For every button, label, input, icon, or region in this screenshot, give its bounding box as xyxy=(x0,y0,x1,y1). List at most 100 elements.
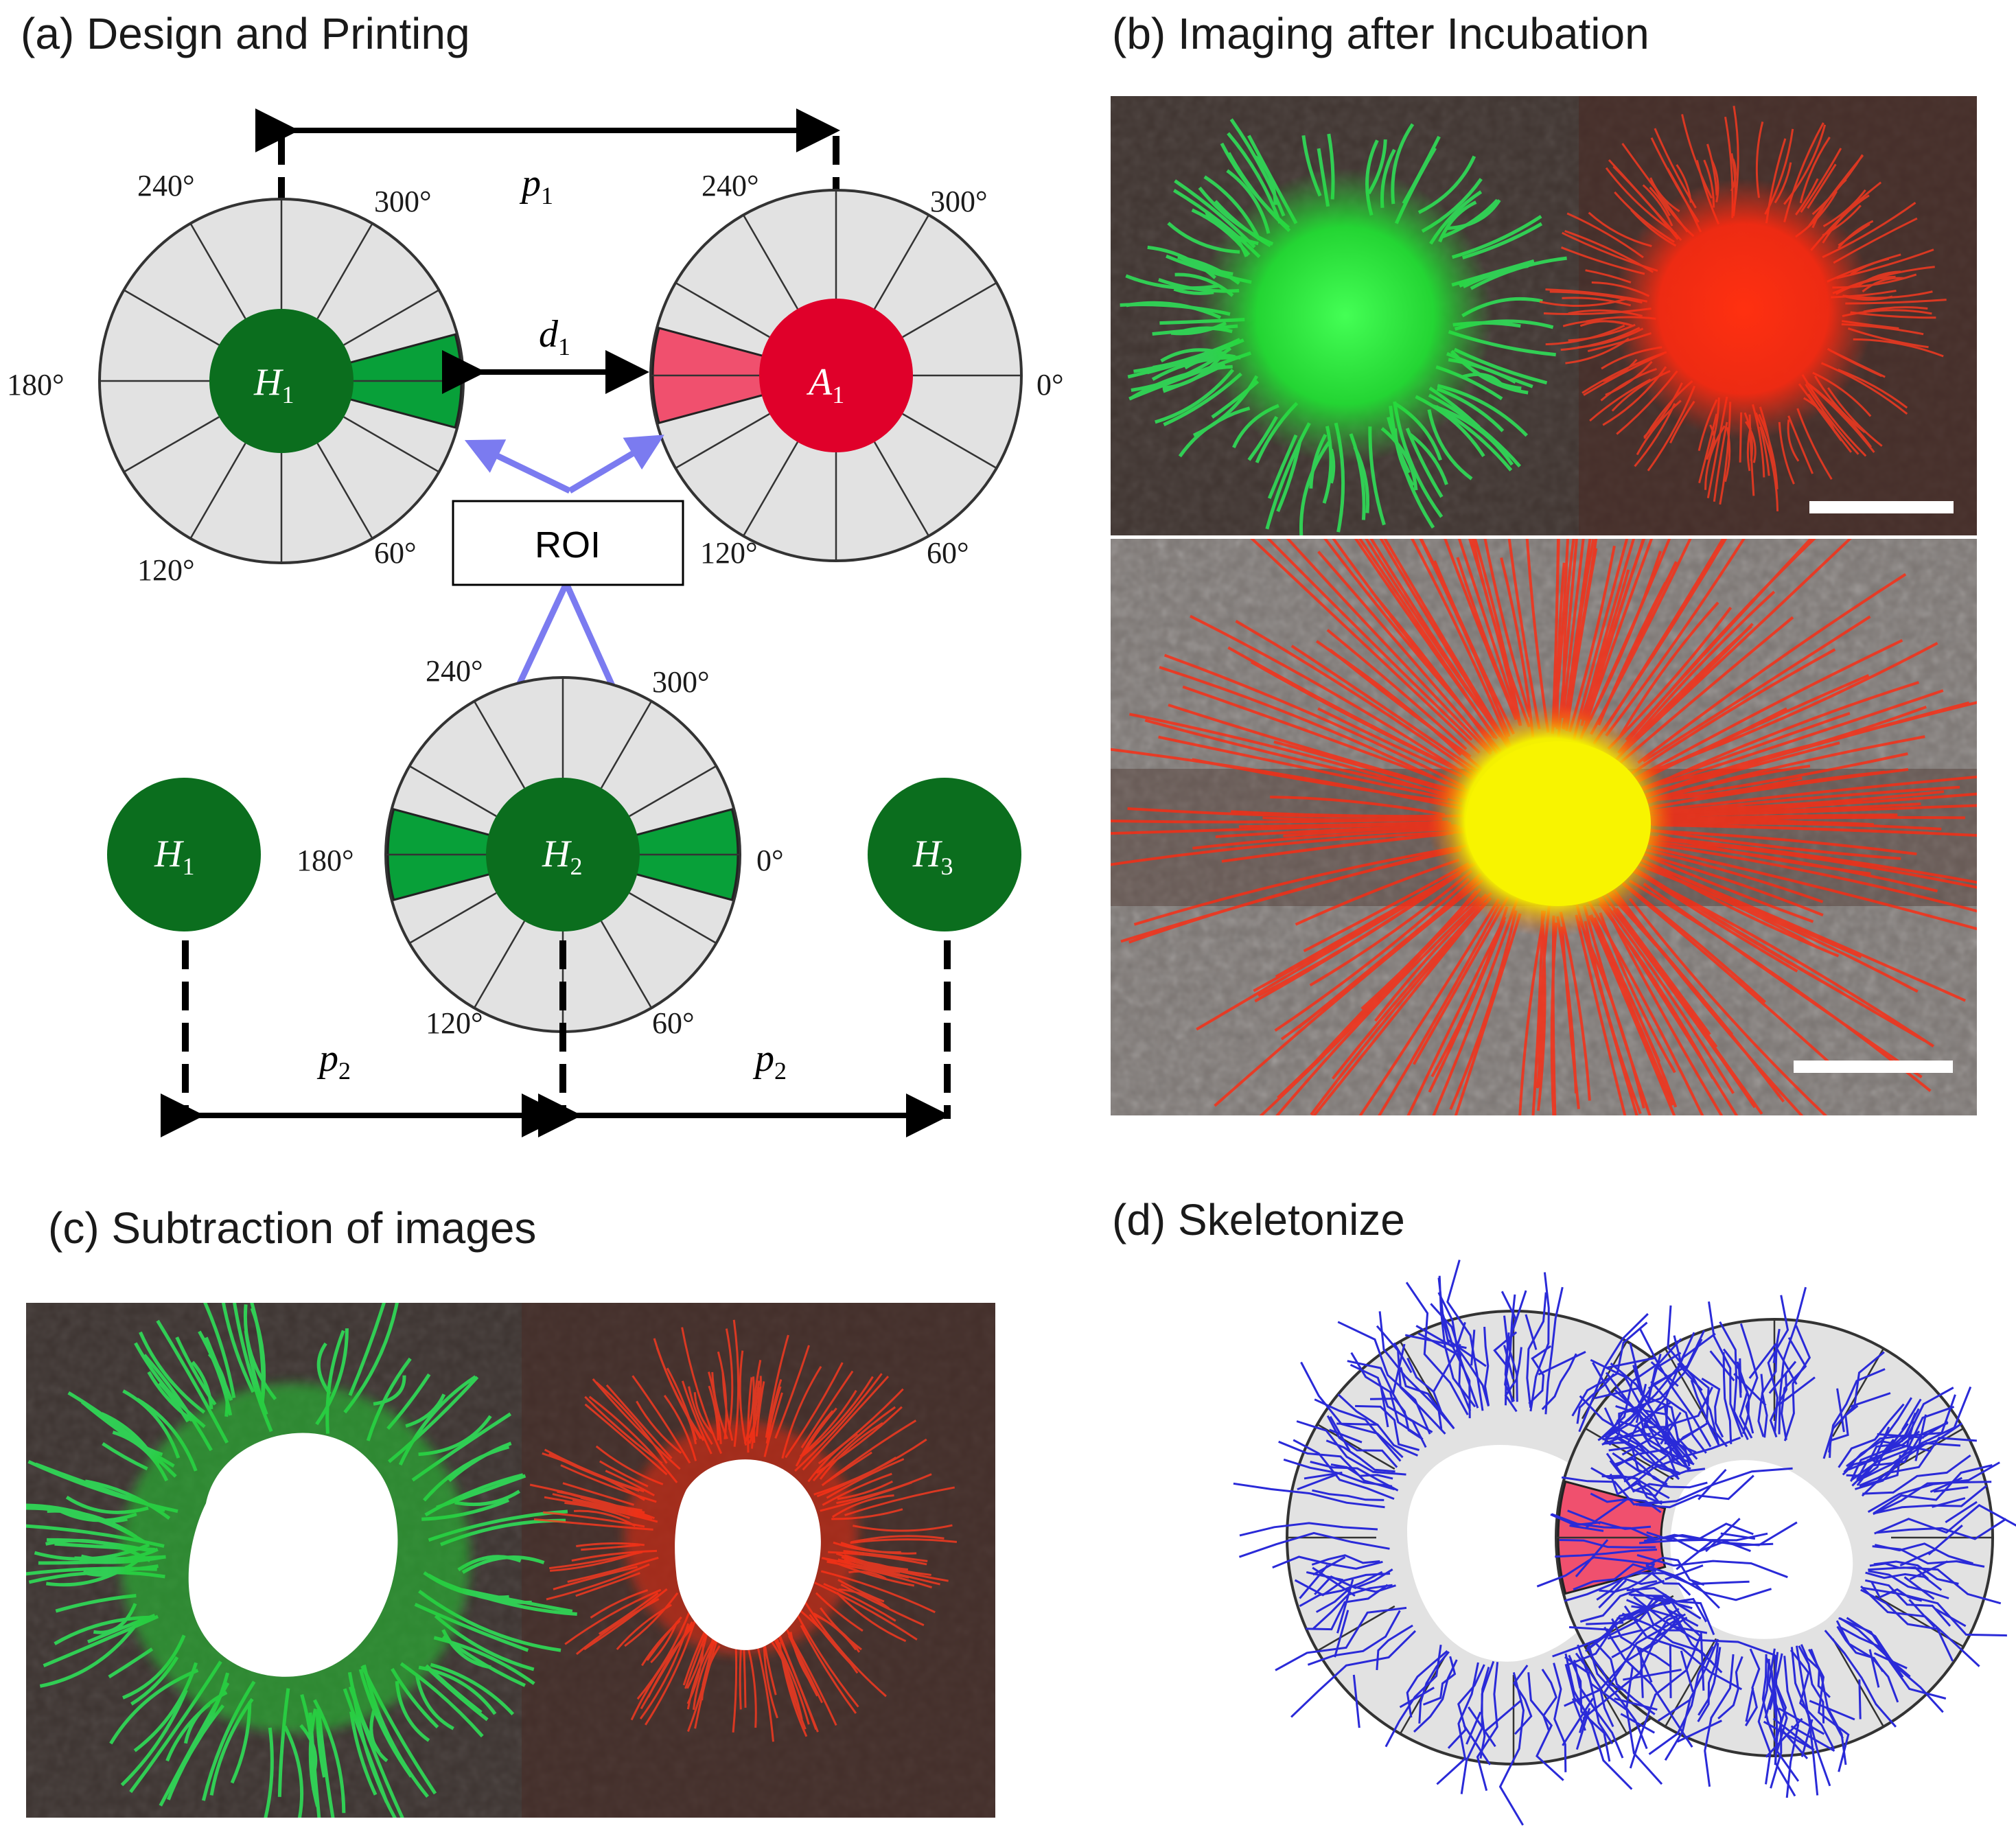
skeleton-branch-right xyxy=(1862,1586,2007,1637)
skeleton-branch-right-branch xyxy=(1764,1683,1776,1719)
skeleton-branch-right xyxy=(1873,1464,1993,1514)
red-sprout xyxy=(1642,615,1871,763)
skeleton-branch-right-branch xyxy=(1609,1459,1635,1492)
skeleton-branch-left xyxy=(1413,1659,1458,1733)
red-sprout xyxy=(1608,914,1724,1115)
skeleton-branch-right xyxy=(1708,1301,1743,1438)
skeleton-branch-left xyxy=(1553,1663,1567,1772)
panel-c-subtracted xyxy=(26,1303,995,1818)
skeleton-branch-left xyxy=(1306,1584,1389,1631)
skeleton-branch-right xyxy=(1588,1602,1671,1649)
skeleton-branch-right xyxy=(1579,1579,1665,1623)
skeleton-branch-right xyxy=(1877,1518,2007,1540)
skeleton-branch-left xyxy=(1541,1668,1557,1731)
panel-d-title: (d) Skeletonize xyxy=(1112,1195,1405,1244)
red-sprout xyxy=(1158,735,1448,800)
red-sprout xyxy=(1454,913,1522,1115)
skeleton-branch-left xyxy=(1476,1662,1499,1792)
ring-a1-divider xyxy=(873,214,930,310)
skeleton-branch-left xyxy=(1405,1282,1469,1415)
skeleton-branch-left xyxy=(1493,1331,1518,1402)
skeleton-branch-right xyxy=(1643,1409,1697,1454)
red-sprout xyxy=(1648,855,1814,923)
skeleton-branch-left xyxy=(1283,1458,1393,1487)
skeleton-branch-left-branch xyxy=(1571,1698,1586,1731)
skeleton-branch-right xyxy=(1536,1556,1655,1588)
skeleton-branch-right xyxy=(1611,1608,1680,1658)
ring-h1 xyxy=(98,198,465,564)
skeleton-branch-right xyxy=(1874,1503,2016,1535)
red-sprout xyxy=(1133,846,1454,926)
green-sprout xyxy=(39,1623,138,1688)
skeleton-branch-left xyxy=(1633,1468,1706,1497)
skeleton-ring-right-divider xyxy=(1831,1347,1885,1437)
skeleton-branch-left xyxy=(1422,1656,1457,1706)
skeleton-branch-right xyxy=(1822,1351,1885,1459)
skeleton-branch-right-branch xyxy=(1927,1525,1963,1555)
skeleton-ring-left-divider xyxy=(1317,1605,1395,1652)
roi-box xyxy=(452,500,684,586)
skeleton-branch-left xyxy=(1337,1321,1431,1435)
red-sprout xyxy=(1215,824,1457,838)
angle-120-h1: 120° xyxy=(137,553,195,587)
skeleton-branch-right xyxy=(1864,1579,1951,1627)
angle-240-h1: 240° xyxy=(137,169,195,202)
skeleton-branch-right xyxy=(1717,1656,1743,1719)
skeleton-branch-left xyxy=(1446,1260,1484,1411)
skeleton-branch-right xyxy=(1615,1404,1683,1466)
skeleton-branch-right xyxy=(1564,1564,1655,1602)
skeleton-branch-left xyxy=(1636,1572,1691,1596)
red-sprout xyxy=(1297,877,1480,1029)
h1-bottom-circle xyxy=(107,778,261,931)
red-sprout xyxy=(1473,539,1522,726)
skeleton-branch-right xyxy=(1612,1457,1668,1485)
green-sprout xyxy=(373,1375,406,1406)
red-sprout xyxy=(1406,916,1507,1115)
red-sprout xyxy=(1630,864,1925,1042)
skeleton-branch-right xyxy=(1761,1349,1778,1438)
red-sprout xyxy=(1275,893,1487,1115)
red-sprout xyxy=(1652,767,1909,809)
skeleton-branch-left xyxy=(1587,1643,1648,1750)
skeleton-branch-left xyxy=(1294,1573,1391,1597)
red-sprout xyxy=(1647,839,1938,893)
skeleton-branch-right-branch xyxy=(1901,1398,1922,1431)
subtracted-core-red xyxy=(675,1459,821,1650)
skeleton-branch-left-branch xyxy=(1483,1699,1522,1733)
ring-a1-hub xyxy=(759,299,913,452)
skeleton-branch-left xyxy=(1483,1326,1490,1406)
scale-bar-top xyxy=(1809,501,1954,513)
red-sprout xyxy=(1588,539,1671,721)
red-sprout xyxy=(1572,539,1629,741)
angle-180-h2: 180° xyxy=(297,844,354,877)
skeleton-branch-right-branch xyxy=(1677,1719,1722,1743)
micrograph-single xyxy=(1111,539,1977,1115)
skeleton-branch-right xyxy=(1861,1437,1978,1497)
green-sprout xyxy=(415,1676,454,1730)
skeleton-branch-right xyxy=(1555,1549,1657,1558)
skeleton-branch-right-branch xyxy=(1569,1525,1604,1532)
ring-h1-divider xyxy=(189,222,246,319)
angle-60-h1: 60° xyxy=(374,536,417,570)
red-sprout xyxy=(1354,539,1498,740)
red-sprout xyxy=(1622,883,1833,1066)
skeleton-branch-left xyxy=(1384,1644,1442,1748)
ring-h2-divider xyxy=(473,920,526,1009)
roi-arrow-h1 xyxy=(464,439,571,494)
skeleton-branch-left xyxy=(1430,1303,1472,1411)
red-sprout xyxy=(1625,639,1903,785)
red-sprout xyxy=(1647,835,1977,884)
red-sprout xyxy=(850,1538,958,1544)
skeleton-branch-right xyxy=(1860,1585,1980,1667)
skeleton-branch-left-branch xyxy=(1562,1698,1594,1746)
angle-120-a1: 120° xyxy=(700,536,758,570)
skeleton-branch-right-branch xyxy=(1935,1608,1967,1628)
red-sprout xyxy=(1238,820,1448,829)
ring-h1-divider xyxy=(316,443,373,540)
skeleton-branch-right xyxy=(1632,1365,1698,1460)
skeleton-branch-right xyxy=(1848,1387,1954,1471)
red-sprout xyxy=(800,1370,854,1448)
panel-a-title: (a) Design and Printing xyxy=(21,9,470,58)
